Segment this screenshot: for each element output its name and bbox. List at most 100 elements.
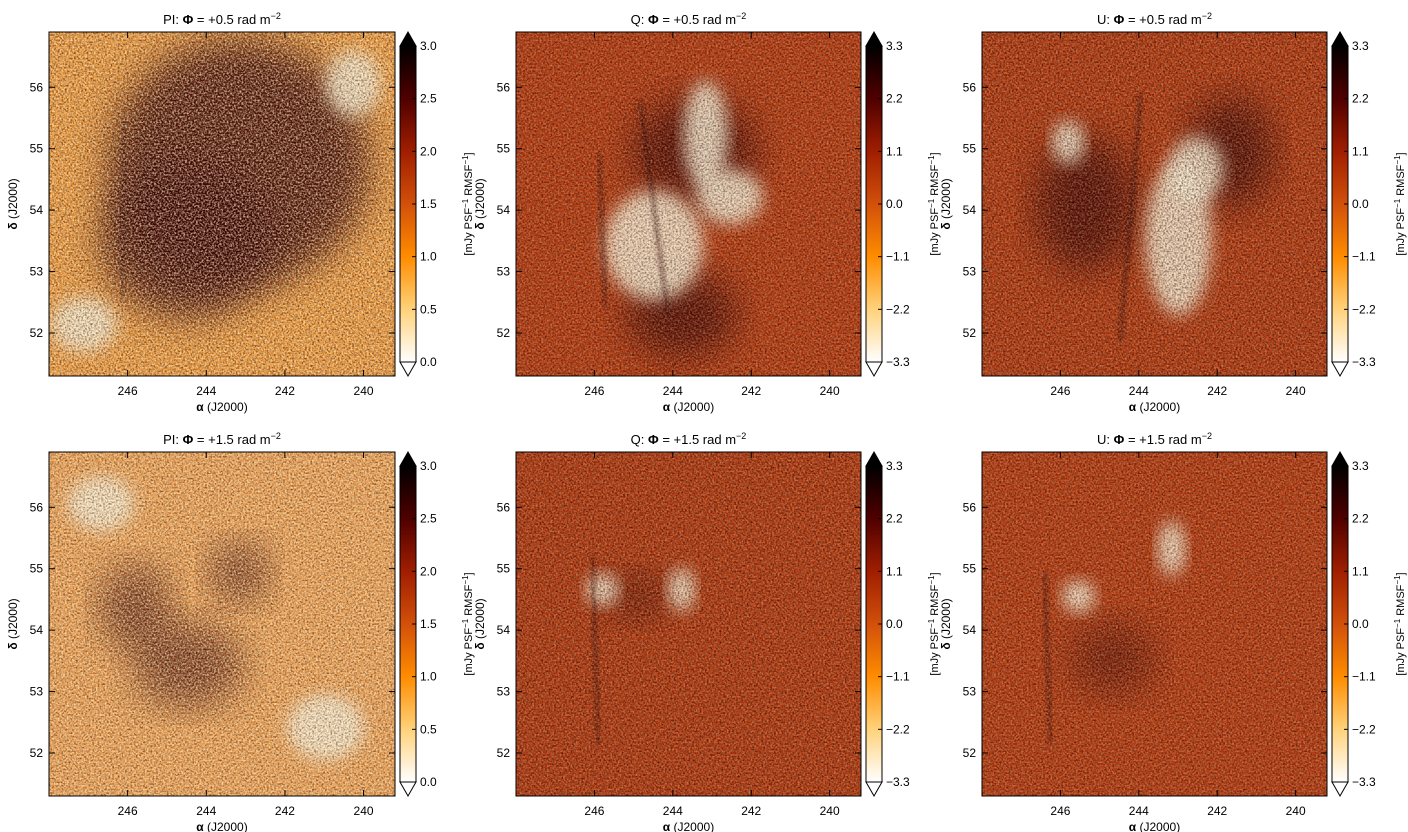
colorbar-tick-label: 0.5 xyxy=(420,722,437,736)
x-tick-label: 240 xyxy=(354,384,374,398)
title-title-exp: −2 xyxy=(1202,431,1212,441)
y-axis-symbol: δ xyxy=(473,222,487,229)
colorbar-tick-label: 2.0 xyxy=(420,564,437,578)
y-tick-label: 52 xyxy=(963,746,977,760)
title-title-value: = +1.5 rad m xyxy=(1128,432,1202,447)
x-axis-symbol: α xyxy=(196,820,204,832)
panel-pi-bottom: 246 244 242 240 52 53 54 55 56 PI: Φ = +1.5 rad m… xyxy=(6,431,475,832)
y-axis-symbol: δ xyxy=(6,642,20,649)
colorbar-colorbar-label-sup2: −1 xyxy=(1393,155,1402,165)
colorbar-max-extend xyxy=(1331,450,1349,467)
colorbar-colorbar-label-sup1: −1 xyxy=(461,198,470,208)
x-tick-label: 244 xyxy=(663,804,683,818)
heatmap-image xyxy=(516,32,861,376)
x-tick-label: 242 xyxy=(741,384,761,398)
title-title-phi: Φ xyxy=(648,12,659,27)
title-title-prefix: PI: xyxy=(163,432,179,447)
title-title-prefix: Q: xyxy=(631,432,645,447)
y-axis-unit: (J2000) xyxy=(939,178,953,222)
title-title-exp: −2 xyxy=(1202,11,1212,21)
x-tick-label: 242 xyxy=(1207,804,1227,818)
y-tick-label: 52 xyxy=(963,326,977,340)
plot-frame xyxy=(981,31,1328,377)
x-tick-label: 244 xyxy=(196,384,216,398)
y-tick-label: 55 xyxy=(497,142,511,156)
y-tick-label: 53 xyxy=(497,265,511,279)
colorbar-colorbar-label-end: ] xyxy=(929,572,941,575)
colorbar-tick-label: −1.1 xyxy=(1352,670,1376,684)
colorbar-label: [mJy PSF−1 RMSF−1] xyxy=(1393,572,1408,675)
title-title-phi: Φ xyxy=(183,432,194,447)
y-tick-label: 53 xyxy=(963,265,977,279)
noise-light xyxy=(49,452,395,796)
colorbar: 0.00.51.01.52.02.53.0[mJy PSF−1 RMSF−1] xyxy=(399,30,476,378)
title-title-value: = +0.5 rad m xyxy=(197,12,271,27)
panel-title: PI: Φ = +0.5 rad m−2 xyxy=(163,11,281,27)
x-tick-label: 244 xyxy=(1129,804,1149,818)
colorbar-colorbar-label-sup1: −1 xyxy=(461,618,470,628)
y-axis-unit: (J2000) xyxy=(939,598,953,642)
panel-title: Q: Φ = +0.5 rad m−2 xyxy=(631,11,747,27)
colorbar-colorbar-label-end: ] xyxy=(463,152,475,155)
title-title-phi: Φ xyxy=(648,432,659,447)
title-title-value: = +0.5 rad m xyxy=(1128,12,1202,27)
colorbar-tick-label: −1.1 xyxy=(886,670,910,684)
colorbar-label: [mJy PSF−1 RMSF−1] xyxy=(461,152,476,255)
colorbar: −3.3−2.2−1.10.01.12.23.3[mJy PSF−1 RMSF−… xyxy=(865,30,942,378)
noise-light xyxy=(516,452,861,796)
colorbar-colorbar-label-mid: RMSF xyxy=(463,584,475,619)
y-tick-label: 54 xyxy=(497,203,511,217)
colorbar: 0.00.51.01.52.02.53.0[mJy PSF−1 RMSF−1] xyxy=(399,450,475,798)
colorbar-colorbar-label-sup2: −1 xyxy=(927,575,936,585)
y-axis-symbol: δ xyxy=(473,642,487,649)
colorbar-tick-label: −1.1 xyxy=(886,250,910,264)
y-axis-unit: (J2000) xyxy=(6,178,20,222)
x-axis-unit: (J2000) xyxy=(670,820,714,832)
colorbar-label: [mJy PSF−1 RMSF−1] xyxy=(1393,152,1408,255)
x-axis-unit: (J2000) xyxy=(670,400,714,414)
title-title-phi: Φ xyxy=(1114,432,1125,447)
colorbar-colorbar-label-end: ] xyxy=(463,572,475,575)
x-tick-label: 240 xyxy=(354,804,374,818)
colorbar-tick-label: 1.1 xyxy=(1352,564,1369,578)
y-axis-symbol: δ xyxy=(939,222,953,229)
panel-title: U: Φ = +0.5 rad m−2 xyxy=(1097,11,1212,27)
colorbar-label: [mJy PSF−1 RMSF−1] xyxy=(927,152,942,255)
y-tick-label: 54 xyxy=(30,623,44,637)
y-axis-label: δ (J2000) xyxy=(939,598,953,649)
y-axis-unit: (J2000) xyxy=(473,598,487,642)
colorbar-colorbar-label-mid: RMSF xyxy=(929,164,941,199)
title-title-prefix: U: xyxy=(1097,12,1110,27)
colorbar-tick-label: 3.3 xyxy=(886,39,903,53)
colorbar-tick-label: 3.0 xyxy=(420,39,437,53)
plot-frame xyxy=(515,451,862,797)
heatmap-image xyxy=(516,452,861,796)
colorbar-min-extend xyxy=(1331,361,1349,378)
colorbar-tick-label: −3.3 xyxy=(1352,355,1376,369)
y-axis-label: δ (J2000) xyxy=(473,598,487,649)
colorbar-max-extend xyxy=(399,30,417,47)
x-axis-symbol: α xyxy=(1129,400,1137,414)
noise-light xyxy=(516,32,861,376)
colorbar-colorbar-label: [mJy PSF xyxy=(1395,208,1407,256)
y-tick-label: 56 xyxy=(963,80,977,94)
colorbar-label: [mJy PSF−1 RMSF−1] xyxy=(927,572,942,675)
y-tick-label: 55 xyxy=(497,562,511,576)
title-title-value: = +1.5 rad m xyxy=(662,432,736,447)
x-axis-symbol: α xyxy=(663,400,671,414)
title-title-prefix: PI: xyxy=(163,12,179,27)
y-tick-label: 55 xyxy=(30,562,44,576)
colorbar-tick-label: −3.3 xyxy=(886,355,910,369)
panel-pi-top: 246 244 242 240 52 53 54 55 56 PI: Φ = +0.5 rad m… xyxy=(6,11,475,414)
colorbar-tick-label: −3.3 xyxy=(1352,775,1376,789)
x-axis-symbol: α xyxy=(663,820,671,832)
colorbar-colorbar-label-sup2: −1 xyxy=(461,575,470,585)
colorbar-tick-label: 1.0 xyxy=(420,670,437,684)
colorbar-tick-label: 0.0 xyxy=(420,355,437,369)
noise-light xyxy=(49,32,395,376)
colorbar-tick-label: −2.2 xyxy=(1352,722,1376,736)
y-tick-label: 52 xyxy=(30,746,44,760)
panel-title: PI: Φ = +1.5 rad m−2 xyxy=(163,431,281,447)
y-tick-label: 56 xyxy=(30,80,44,94)
colorbar-colorbar-label: [mJy PSF xyxy=(1395,628,1407,676)
